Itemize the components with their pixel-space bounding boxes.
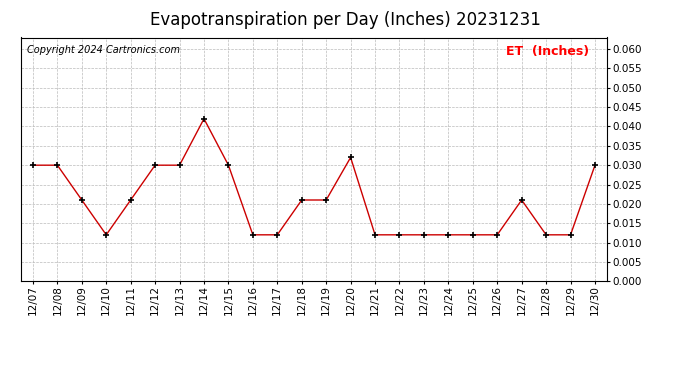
Text: ET  (Inches): ET (Inches) bbox=[506, 45, 589, 58]
Text: Copyright 2024 Cartronics.com: Copyright 2024 Cartronics.com bbox=[26, 45, 179, 55]
Text: Evapotranspiration per Day (Inches) 20231231: Evapotranspiration per Day (Inches) 2023… bbox=[150, 11, 540, 29]
